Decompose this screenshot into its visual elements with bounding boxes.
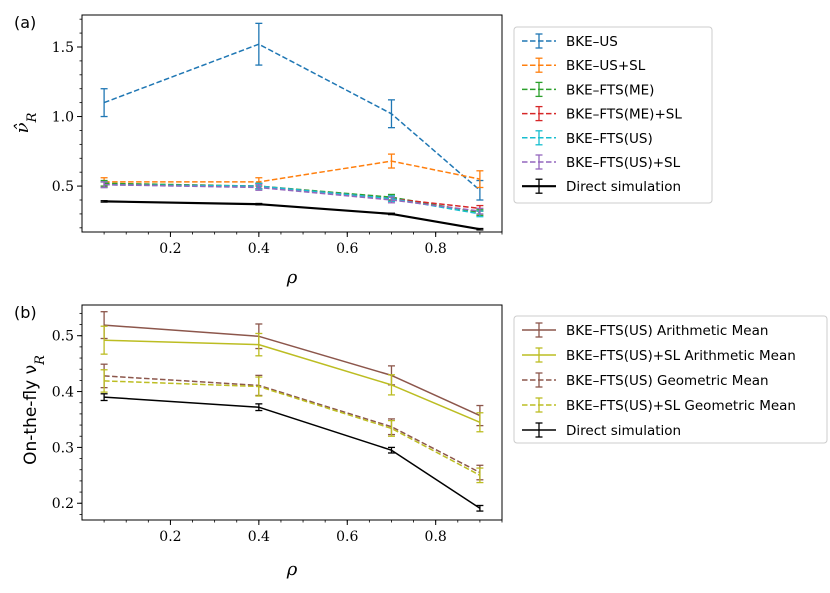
y-axis-label: On-the-fly νR xyxy=(21,355,48,465)
panel-b-label: (b) xyxy=(14,303,37,322)
y-tick-label: 1.5 xyxy=(52,40,74,56)
series-line xyxy=(104,324,481,417)
y-tick-label: 1.0 xyxy=(52,110,74,126)
legend-label: BKE–FTS(US) xyxy=(566,131,653,147)
x-tick-label: 0.8 xyxy=(425,241,447,257)
series-line xyxy=(104,200,481,231)
x-tick-label: 0.2 xyxy=(159,529,181,545)
x-tick-label: 0.4 xyxy=(248,241,270,257)
axes-frame xyxy=(81,304,503,521)
chart-a: 0.2 0.4 0.6 0.8 0.5 1.0 1.5 ρ ν̂R BKE–US BKE–US+SL… xyxy=(12,14,713,288)
legend-label: Direct simulation xyxy=(566,179,681,195)
x-tick-label: 0.6 xyxy=(336,529,358,545)
y-tick-label: 0.3 xyxy=(52,440,74,456)
x-tick-label: 0.4 xyxy=(248,529,270,545)
legend-label: BKE–FTS(ME)+SL xyxy=(566,107,682,123)
x-tick-label: 0.8 xyxy=(425,529,447,545)
panel-a-label: (a) xyxy=(14,13,36,32)
legend-label: BKE–FTS(US)+SL Geometric Mean xyxy=(566,398,796,414)
series-line xyxy=(104,183,480,212)
series-line xyxy=(104,182,481,214)
legend-label: BKE–FTS(US)+SL xyxy=(566,155,681,171)
legend-label: BKE–US+SL xyxy=(566,58,646,74)
y-tick-label: 0.4 xyxy=(52,385,74,401)
y-tick-label: 0.2 xyxy=(52,496,74,512)
series-line xyxy=(104,380,481,476)
series-line xyxy=(104,375,481,474)
legend-label: BKE–FTS(US)+SL Arithmetic Mean xyxy=(566,348,796,364)
x-axis-label: ρ xyxy=(286,267,298,288)
series-line xyxy=(104,183,481,215)
series-line xyxy=(104,339,481,423)
x-tick-label: 0.2 xyxy=(159,241,181,257)
y-tick-label: 0.5 xyxy=(52,329,74,345)
y-tick-label: 0.5 xyxy=(52,179,74,195)
series-line xyxy=(104,396,481,509)
series-line xyxy=(103,43,481,191)
y-axis-label: ν̂R xyxy=(12,112,40,133)
legend-box xyxy=(513,315,828,444)
x-tick-label: 0.6 xyxy=(336,241,358,257)
legend-box xyxy=(513,26,713,204)
legend-label: BKE–FTS(US) Geometric Mean xyxy=(566,373,769,389)
chart-b: 0.2 0.4 0.6 0.8 0.2 0.3 0.4 0.5 ρ On-the-fly νR BK… xyxy=(21,304,828,580)
legend-label: Direct simulation xyxy=(566,423,681,439)
legend-label: BKE–FTS(US) Arithmetic Mean xyxy=(566,323,768,339)
series-line xyxy=(104,160,481,183)
x-axis-label: ρ xyxy=(286,559,298,580)
legend-label: BKE–US xyxy=(566,34,618,50)
axes-frame xyxy=(81,14,503,233)
legend-label: BKE–FTS(ME) xyxy=(566,82,654,98)
